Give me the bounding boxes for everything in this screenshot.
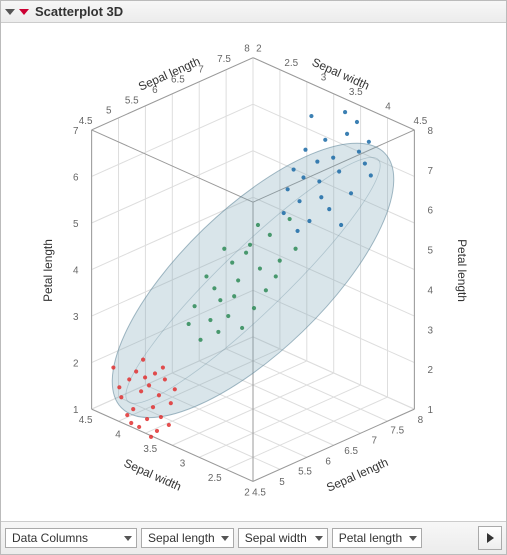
title-label: Scatterplot 3D xyxy=(35,4,123,19)
titlebar: Scatterplot 3D xyxy=(1,1,506,23)
x-axis-dropdown[interactable]: Sepal length xyxy=(141,528,234,548)
svg-text:6.5: 6.5 xyxy=(344,446,358,457)
svg-text:6: 6 xyxy=(325,456,331,467)
y-axis-value: Sepal width xyxy=(245,531,307,545)
svg-text:4.5: 4.5 xyxy=(413,116,427,127)
svg-text:4.5: 4.5 xyxy=(79,415,93,426)
data-columns-dropdown[interactable]: Data Columns xyxy=(5,528,137,548)
svg-text:3: 3 xyxy=(427,325,433,336)
svg-text:6: 6 xyxy=(427,206,433,217)
data-columns-label: Data Columns xyxy=(12,531,88,545)
svg-text:Sepal length: Sepal length xyxy=(324,455,390,495)
svg-text:4: 4 xyxy=(427,285,433,296)
svg-text:2: 2 xyxy=(244,487,250,498)
x-axis-value: Sepal length xyxy=(148,531,215,545)
svg-text:4: 4 xyxy=(385,102,391,113)
chevron-down-icon xyxy=(221,536,229,541)
svg-text:7: 7 xyxy=(427,166,433,177)
svg-text:5.5: 5.5 xyxy=(298,467,312,478)
arrow-right-icon xyxy=(487,533,494,543)
svg-text:1: 1 xyxy=(427,405,433,416)
svg-text:4: 4 xyxy=(115,429,121,440)
svg-text:2: 2 xyxy=(73,359,79,370)
z-axis-dropdown[interactable]: Petal length xyxy=(332,528,422,548)
svg-text:6: 6 xyxy=(73,172,79,183)
chevron-down-icon xyxy=(409,536,417,541)
svg-text:Sepal length: Sepal length xyxy=(136,54,202,94)
svg-text:5: 5 xyxy=(279,477,285,488)
plot-area[interactable]: 4.555.566.577.5822.533.544.5123456712345… xyxy=(1,23,506,521)
svg-text:7: 7 xyxy=(371,436,377,447)
bottom-toolbar: Data Columns Sepal length Sepal width Pe… xyxy=(1,521,506,554)
svg-text:8: 8 xyxy=(418,415,424,426)
svg-text:8: 8 xyxy=(244,44,250,55)
svg-text:Petal length: Petal length xyxy=(41,239,55,302)
z-axis-value: Petal length xyxy=(339,531,402,545)
y-axis-dropdown[interactable]: Sepal width xyxy=(238,528,328,548)
chevron-down-icon xyxy=(315,536,323,541)
svg-text:Petal length: Petal length xyxy=(455,239,469,302)
svg-text:2: 2 xyxy=(256,44,262,55)
scatterplot3d-window: Scatterplot 3D 4.555.566.577.5822.533.54… xyxy=(0,0,507,555)
chevron-down-icon xyxy=(124,536,132,541)
svg-text:5: 5 xyxy=(73,219,79,230)
plot-svg: 4.555.566.577.5822.533.544.5123456712345… xyxy=(1,23,506,521)
menu-dropdown-icon[interactable] xyxy=(19,9,29,15)
svg-text:7.5: 7.5 xyxy=(390,425,404,436)
svg-text:2: 2 xyxy=(427,365,433,376)
svg-text:7.5: 7.5 xyxy=(217,54,231,65)
svg-text:3: 3 xyxy=(73,312,79,323)
svg-text:4.5: 4.5 xyxy=(252,487,266,498)
svg-text:7: 7 xyxy=(73,126,79,137)
svg-text:8: 8 xyxy=(427,126,433,137)
svg-text:2.5: 2.5 xyxy=(284,58,298,69)
next-button[interactable] xyxy=(478,526,502,550)
svg-text:5.5: 5.5 xyxy=(125,95,139,106)
svg-text:4: 4 xyxy=(73,265,79,276)
disclosure-icon[interactable] xyxy=(5,9,15,15)
svg-text:3: 3 xyxy=(180,458,186,469)
svg-text:3.5: 3.5 xyxy=(143,444,157,455)
svg-text:5: 5 xyxy=(106,106,112,117)
svg-text:4.5: 4.5 xyxy=(79,116,93,127)
svg-text:2.5: 2.5 xyxy=(208,473,222,484)
svg-text:Sepal width: Sepal width xyxy=(122,456,184,494)
svg-text:5: 5 xyxy=(427,246,433,257)
